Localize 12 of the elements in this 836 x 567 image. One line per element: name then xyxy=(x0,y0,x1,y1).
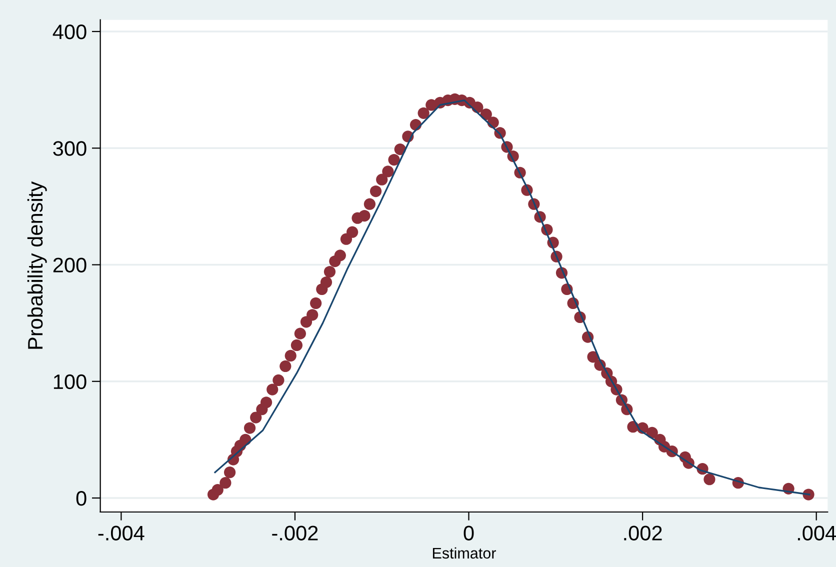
y-tick-label: 100 xyxy=(54,374,86,390)
y-axis-title: Probability density xyxy=(27,181,47,349)
y-tick-label: 400 xyxy=(52,24,86,40)
y-tick-label: 200 xyxy=(53,258,86,273)
x-tick-label: .004 xyxy=(798,526,836,540)
x-tick-label: 0 xyxy=(464,526,474,540)
x-tick-label: -.004 xyxy=(98,526,144,540)
x-tick-label: .002 xyxy=(624,526,662,540)
x-axis-title: Estimator xyxy=(432,547,496,559)
y-tick-label: 0 xyxy=(76,491,86,506)
y-tick-label: 300 xyxy=(53,141,86,156)
x-tick-label: -.002 xyxy=(272,526,318,540)
